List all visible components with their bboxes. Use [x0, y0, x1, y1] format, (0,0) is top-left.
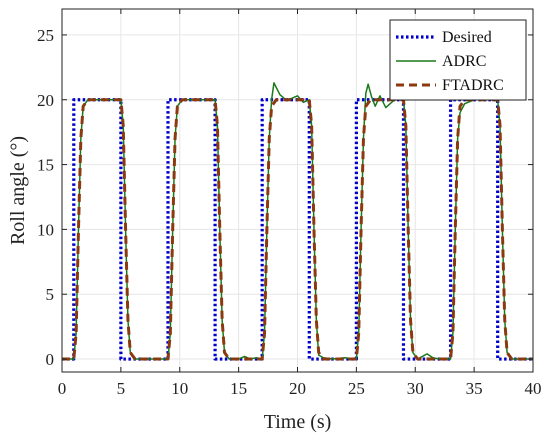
legend: Desired ADRC FTADRC — [389, 19, 527, 101]
y-tick-label: 10 — [37, 220, 54, 239]
x-tick-label: 20 — [289, 379, 306, 398]
y-tick-label: 20 — [37, 91, 54, 110]
x-axis-label: Time (s) — [264, 411, 332, 433]
x-tick-label: 15 — [230, 379, 247, 398]
series-line-ftadrc — [62, 98, 533, 361]
y-axis-label: Roll angle (°) — [7, 136, 29, 245]
legend-label-desired: Desired — [442, 29, 492, 46]
x-tick-label: 5 — [117, 379, 126, 398]
legend-box — [389, 19, 527, 101]
x-tick-label: 30 — [407, 379, 424, 398]
y-tick-label: 25 — [37, 26, 54, 45]
axis-ticks: 0 5 10 15 20 25 30 35 40 0 5 10 15 20 25 — [37, 9, 542, 398]
x-tick-label: 40 — [525, 379, 542, 398]
x-tick-label: 10 — [171, 379, 188, 398]
y-tick-label: 5 — [46, 285, 55, 304]
legend-label-ftadrc: FTADRC — [442, 77, 504, 94]
series-layer — [62, 82, 533, 361]
x-tick-label: 35 — [466, 379, 483, 398]
x-tick-label: 25 — [348, 379, 365, 398]
y-tick-label: 0 — [46, 350, 55, 369]
x-tick-label: 0 — [58, 379, 67, 398]
legend-label-adrc: ADRC — [442, 53, 486, 70]
y-tick-label: 15 — [37, 156, 54, 175]
